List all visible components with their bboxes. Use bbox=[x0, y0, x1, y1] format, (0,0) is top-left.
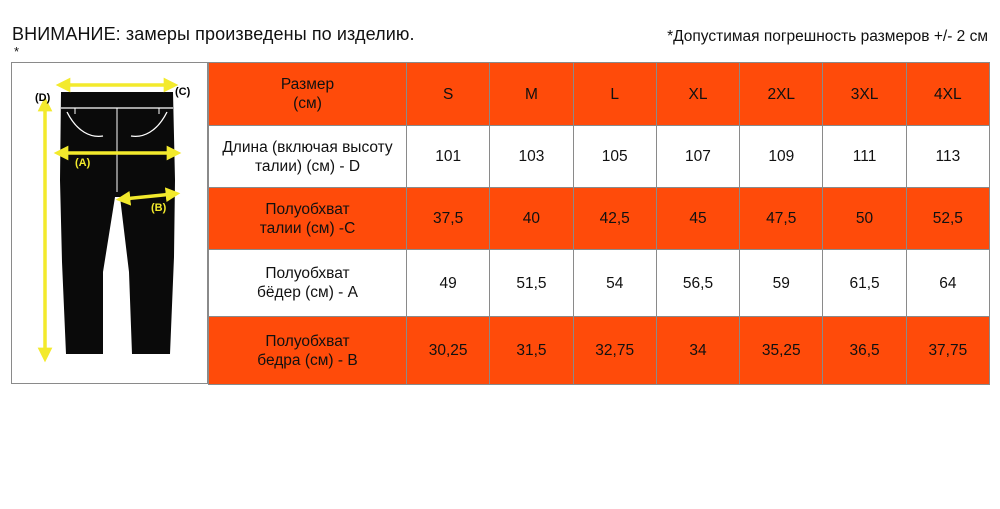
label-a: (A) bbox=[75, 157, 91, 169]
row-label-line1: Полуобхват bbox=[265, 332, 350, 350]
table-row: Полуобхват бедра (см) - B 30,25 31,5 32,… bbox=[208, 316, 991, 385]
table-cell: 64 bbox=[905, 249, 991, 317]
table-cell: 30,25 bbox=[405, 316, 491, 385]
table-cell: 103 bbox=[489, 125, 574, 188]
label-b: (B) bbox=[151, 202, 167, 214]
row-label-line1: Полуобхват bbox=[265, 265, 350, 282]
table-cell: 101 bbox=[405, 125, 491, 188]
arrow-b bbox=[115, 187, 181, 206]
row-label-line2: бёдер (см) - A bbox=[257, 284, 358, 301]
size-table: Размер (см) S M L XL 2XL 3XL 4XL Длина (… bbox=[208, 62, 991, 385]
warning-asterisk: * bbox=[14, 44, 20, 59]
row-label-line1: Длина (включая высоту bbox=[222, 138, 393, 156]
table-cell: 107 bbox=[655, 125, 741, 188]
table-cell: 52,5 bbox=[905, 187, 991, 250]
table-cell: 50 bbox=[822, 187, 907, 250]
table-cell: 113 bbox=[905, 125, 991, 188]
row-label-line2: бедра (см) - B bbox=[257, 351, 358, 369]
warning-note: ВНИМАНИЕ: замеры произведены по изделию. bbox=[12, 24, 415, 44]
size-header: 3XL bbox=[822, 62, 907, 126]
table-cell: 36,5 bbox=[822, 316, 907, 385]
size-header: M bbox=[489, 62, 574, 126]
label-c: (C) bbox=[175, 86, 191, 98]
row-label-line1: Полуобхват bbox=[265, 200, 350, 218]
table-cell: 61,5 bbox=[822, 249, 907, 317]
size-header: 4XL bbox=[905, 62, 991, 126]
size-header: 2XL bbox=[739, 62, 824, 126]
header-label-line2: (см) bbox=[293, 95, 322, 112]
table-cell: 42,5 bbox=[572, 187, 657, 250]
table-cell: 40 bbox=[489, 187, 574, 250]
table-cell: 56,5 bbox=[655, 249, 741, 317]
table-cell: 45 bbox=[655, 187, 741, 250]
table-cell: 37,5 bbox=[405, 187, 491, 250]
table-row: Полуобхват талии (см) -C 37,5 40 42,5 45… bbox=[208, 187, 991, 250]
row-label-line2: талии) (см) - D bbox=[254, 157, 361, 175]
header-label-line1: Размер bbox=[280, 76, 335, 93]
size-header: S bbox=[405, 62, 491, 126]
table-row: Длина (включая высоту талии) (см) - D 10… bbox=[208, 125, 991, 188]
table-cell: 51,5 bbox=[489, 249, 574, 317]
table-cell: 54 bbox=[572, 249, 657, 317]
label-d: (D) bbox=[35, 92, 51, 104]
tolerance-note: *Допустимая погрешность размеров +/- 2 с… bbox=[667, 28, 988, 45]
size-header: XL bbox=[655, 62, 741, 126]
size-header: L bbox=[572, 62, 657, 126]
trousers-diagram-icon: (D) (C) (A) (B) bbox=[35, 77, 191, 363]
table-header-label: Размер (см) bbox=[208, 62, 407, 126]
table-cell: 109 bbox=[739, 125, 824, 188]
table-cell: 105 bbox=[572, 125, 657, 188]
row-label: Длина (включая высоту талии) (см) - D bbox=[208, 125, 407, 188]
table-cell: 31,5 bbox=[489, 316, 574, 385]
table-cell: 35,25 bbox=[739, 316, 824, 385]
table-header-row: Размер (см) S M L XL 2XL 3XL 4XL bbox=[208, 62, 991, 126]
row-label-line2: талии (см) -C bbox=[259, 219, 356, 237]
table-cell: 37,75 bbox=[905, 316, 991, 385]
table-cell: 34 bbox=[655, 316, 741, 385]
measurement-figure: (D) (C) (A) (B) bbox=[11, 62, 208, 384]
table-cell: 47,5 bbox=[739, 187, 824, 250]
table-cell: 111 bbox=[822, 125, 907, 188]
table-row: Полуобхват бёдер (см) - A 49 51,5 54 56,… bbox=[208, 249, 991, 317]
row-label: Полуобхват бёдер (см) - A bbox=[208, 249, 407, 317]
row-label: Полуобхват талии (см) -C bbox=[208, 187, 407, 250]
table-cell: 32,75 bbox=[572, 316, 657, 385]
table-cell: 49 bbox=[405, 249, 491, 317]
row-label: Полуобхват бедра (см) - B bbox=[208, 316, 407, 385]
table-cell: 59 bbox=[739, 249, 824, 317]
